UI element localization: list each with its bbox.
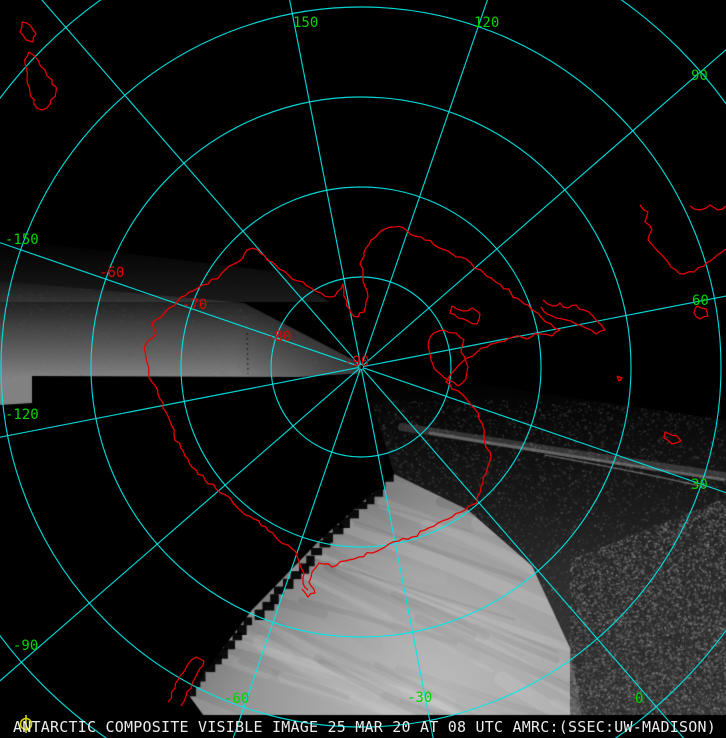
longitude-radial [361, 0, 488, 366]
longitude-radial [232, 368, 361, 738]
longitude-label: 30 [691, 477, 708, 493]
latitude-label: -60 [99, 265, 124, 281]
longitude-label: 150 [293, 15, 318, 31]
longitude-radial [362, 367, 726, 494]
longitude-label: -60 [224, 691, 249, 707]
longitude-radial [0, 366, 360, 438]
coastline-ice-loop-large [427, 329, 469, 387]
longitude-radial [361, 368, 685, 738]
longitude-label: -120 [5, 407, 39, 423]
coastline-kerguelen [693, 305, 709, 320]
coastline-new-zealand-south [24, 51, 58, 111]
latitude-circle [0, 6, 722, 728]
coastline-ice-loop-small [449, 305, 481, 325]
latitude-label: -90 [344, 354, 369, 370]
longitude-label: -150 [5, 232, 39, 248]
coastline-new-zealand-north [19, 21, 37, 43]
coastline-antarctica [143, 225, 561, 598]
coastline-south-america-tip [167, 656, 205, 707]
latitude-circle [90, 96, 632, 638]
coastline-island-chain-east [540, 299, 606, 335]
coastline-islet-dot [616, 375, 623, 382]
longitude-radial [360, 368, 434, 738]
longitude-label: 120 [474, 15, 499, 31]
longitude-radial [362, 48, 726, 367]
longitude-label: 0 [635, 691, 643, 707]
coastline-coast-arc-top-right [639, 204, 726, 275]
latitude-circle [180, 186, 542, 548]
longitude-label: 60 [692, 293, 709, 309]
coastline-islets-top-right [689, 204, 726, 211]
latitude-circle [270, 276, 452, 458]
longitude-radial [362, 295, 726, 368]
station-marker-icon [19, 717, 33, 731]
longitude-radial [0, 242, 360, 367]
coastline-crozet [663, 431, 682, 445]
caption-bar: ANTARCTIC COMPOSITE VISIBLE IMAGE 25 MAR… [13, 717, 726, 738]
longitude-radial [289, 0, 362, 366]
longitude-label: -30 [407, 690, 432, 706]
longitude-label: -90 [13, 638, 38, 654]
latitude-label: -70 [182, 297, 207, 313]
caption-text: ANTARCTIC COMPOSITE VISIBLE IMAGE 25 MAR… [13, 718, 717, 736]
longitude-label: 90 [691, 68, 708, 84]
longitude-radial [0, 367, 360, 682]
longitude-radial [41, 0, 361, 366]
latitude-label: -80 [266, 329, 291, 345]
